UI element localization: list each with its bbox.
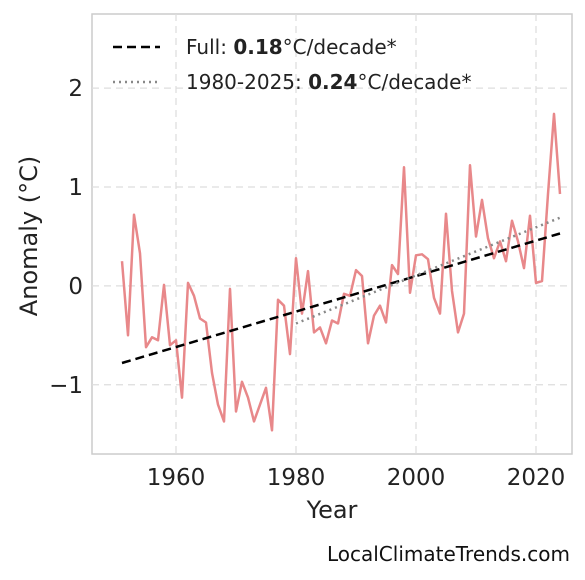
legend-full-unit: °C/decade* xyxy=(283,35,397,59)
legend-recent-name: 1980-2025 xyxy=(186,70,295,94)
credit-text: LocalClimateTrends.com xyxy=(327,542,570,566)
legend-recent-unit: °C/decade* xyxy=(357,70,471,94)
legend-full-entry: Full: 0.18°C/decade* xyxy=(186,35,397,59)
x-tick-label: 2000 xyxy=(387,465,446,491)
legend-recent-rate: 0.24 xyxy=(308,70,357,94)
x-tick-label: 2020 xyxy=(507,465,566,491)
y-tick-label: −1 xyxy=(49,373,83,399)
y-tick-label: 0 xyxy=(68,274,83,300)
x-tick-labels: 1960 1980 2000 2020 xyxy=(147,465,566,491)
anomaly-series-line xyxy=(120,112,562,432)
x-tick-label: 1960 xyxy=(147,465,206,491)
x-axis-label: Year xyxy=(306,496,358,524)
y-axis-label: Anomaly (°C) xyxy=(15,156,43,316)
legend-full-rate: 0.18 xyxy=(233,35,282,59)
series-lines xyxy=(120,112,562,432)
legend-full-name: Full xyxy=(186,35,220,59)
legend: Full: 0.18°C/decade* 1980-2025: 0.24°C/d… xyxy=(113,35,471,94)
legend-recent-entry: 1980-2025: 0.24°C/decade* xyxy=(186,70,471,94)
plot-frame xyxy=(91,13,573,455)
grid-lines xyxy=(92,14,572,454)
y-tick-label: 1 xyxy=(68,175,83,201)
y-tick-label: 2 xyxy=(68,76,83,102)
y-tick-labels: 2 1 0 −1 xyxy=(49,76,83,399)
trend-line-full xyxy=(121,232,561,365)
x-tick-label: 1980 xyxy=(267,465,326,491)
